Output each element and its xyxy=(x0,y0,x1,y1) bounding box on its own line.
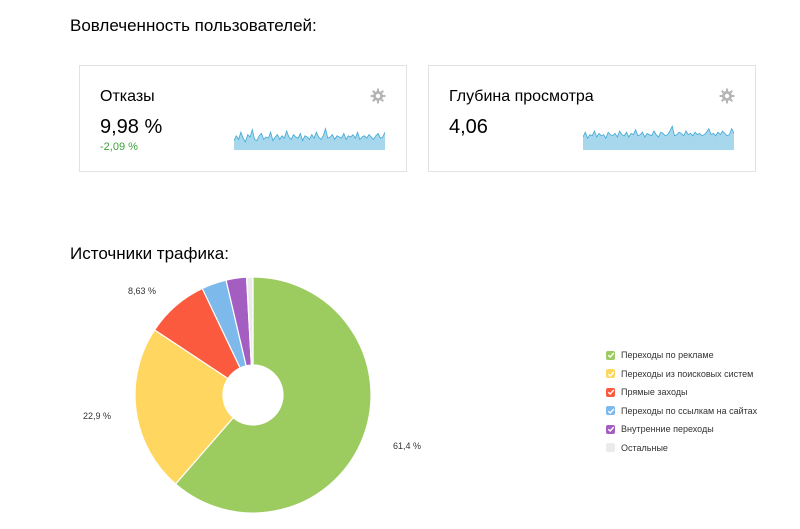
sparkline-area xyxy=(583,126,734,150)
bounce-sparkline xyxy=(234,127,385,150)
sparkline-line xyxy=(583,125,734,140)
legend-label: Остальные xyxy=(621,442,668,453)
legend-item-other[interactable]: Остальные xyxy=(606,439,757,458)
legend-item-links[interactable]: Переходы по ссылкам на сайтах xyxy=(606,402,757,421)
pie-legend: Переходы по рекламе Переходы из поисковы… xyxy=(606,346,757,457)
traffic-section-title: Источники трафика: xyxy=(70,244,229,263)
legend-label: Прямые заходы xyxy=(621,387,688,398)
pie-slice-ads[interactable] xyxy=(174,276,372,514)
checkbox-icon[interactable] xyxy=(606,387,615,397)
legend-item-direct[interactable]: Прямые заходы xyxy=(606,383,757,402)
page-depth-card: Глубина просмотра 4,06 xyxy=(428,65,756,172)
gear-icon[interactable] xyxy=(719,88,735,104)
legend-label: Переходы по рекламе xyxy=(621,350,714,361)
pie-slice-search[interactable] xyxy=(134,329,235,485)
card-title: Отказы xyxy=(100,88,155,105)
legend-item-search[interactable]: Переходы из поисковых систем xyxy=(606,365,757,384)
pie-label-direct: 8,63 % xyxy=(128,286,157,296)
pie-slice-other[interactable] xyxy=(245,276,254,366)
page-depth-sparkline xyxy=(583,125,734,150)
card-value: 9,98 % xyxy=(100,116,163,138)
legend-label: Переходы из поисковых систем xyxy=(621,368,754,379)
engagement-section-title: Вовлеченность пользователей: xyxy=(70,16,317,35)
legend-label: Внутренние переходы xyxy=(621,424,714,435)
legend-label: Переходы по ссылкам на сайтах xyxy=(621,405,758,416)
pie-label-search: 22,9 % xyxy=(83,411,112,421)
legend-item-internal[interactable]: Внутренние переходы xyxy=(606,420,757,439)
sparkline-area xyxy=(234,128,385,150)
checkbox-icon[interactable] xyxy=(606,406,615,416)
checkbox-icon[interactable] xyxy=(606,443,615,453)
legend-item-ads[interactable]: Переходы по рекламе xyxy=(606,346,757,365)
bounce-rate-card: Отказы 9,98 % -2,09 % xyxy=(79,65,407,172)
card-delta: -2,09 % xyxy=(100,141,138,153)
gear-icon[interactable] xyxy=(370,88,386,104)
card-title: Глубина просмотра xyxy=(449,88,594,105)
checkbox-icon[interactable] xyxy=(606,424,615,434)
pie-label-ads: 61,4 % xyxy=(393,441,422,451)
checkbox-icon[interactable] xyxy=(606,369,615,379)
card-value: 4,06 xyxy=(449,116,488,138)
sparkline-line xyxy=(234,127,385,143)
checkbox-icon[interactable] xyxy=(606,350,615,360)
